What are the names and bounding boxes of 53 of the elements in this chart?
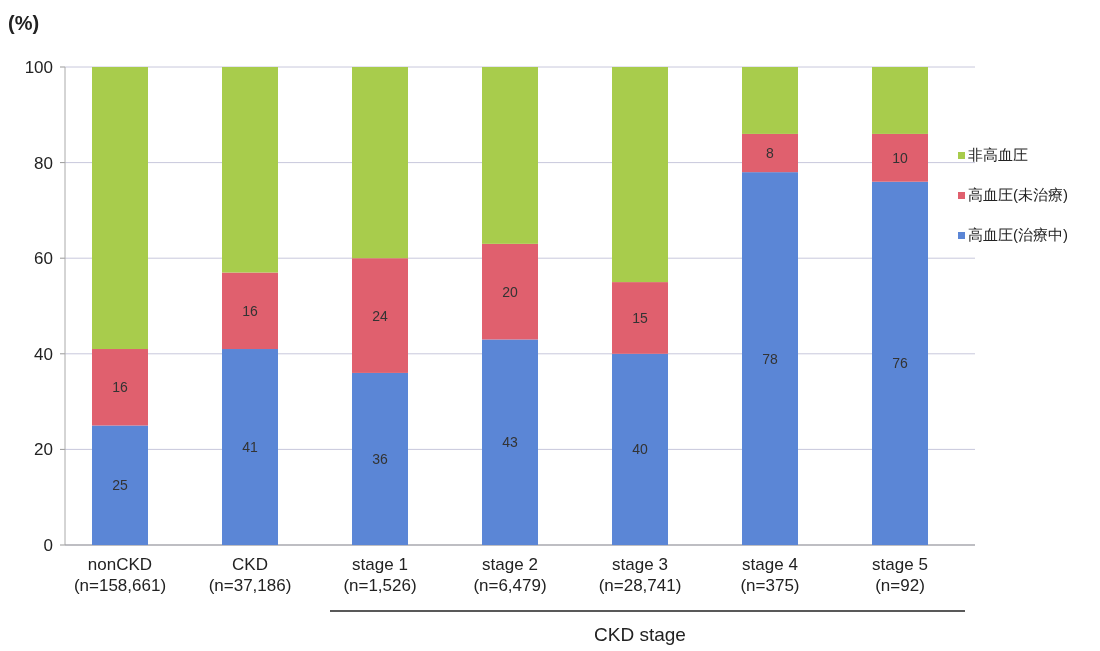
- bar: [352, 372, 408, 545]
- bar: [872, 133, 928, 182]
- bar: [482, 243, 538, 340]
- x-tick-label: CKD (n=37,186): [208, 555, 292, 595]
- bar: [612, 353, 668, 545]
- x-tick-label: stage 1 (n=1,526): [343, 555, 417, 595]
- y-tick-label: 40: [34, 344, 53, 364]
- bar: [482, 339, 538, 545]
- y-axis-title: (%): [8, 12, 40, 34]
- y-tick-label: 20: [34, 440, 53, 460]
- data-label: 24: [372, 307, 388, 324]
- bar: [742, 172, 798, 545]
- bar: [482, 67, 538, 244]
- y-tick-label: 0: [43, 536, 53, 555]
- data-label: 43: [502, 434, 518, 451]
- bar: [612, 282, 668, 354]
- legend-label: 非高血圧: [968, 146, 1028, 163]
- text: CKD stage: [594, 624, 686, 645]
- bar: [872, 181, 928, 545]
- data-label: 25: [112, 477, 128, 494]
- bar: [872, 67, 928, 134]
- data-label: 8: [766, 145, 775, 162]
- data-label: 20: [502, 283, 518, 300]
- data-label: 41: [242, 439, 258, 456]
- x-tick-label: stage 5 (n=92): [872, 555, 928, 595]
- data-label: 15: [632, 309, 648, 326]
- y-tick-label: 60: [34, 249, 53, 269]
- bar: [352, 258, 408, 373]
- x-tick-label: stage 3 (n=28,741): [598, 555, 682, 595]
- x-tick-label: stage 2 (n=6,479): [473, 555, 547, 595]
- bar: [222, 349, 278, 545]
- bar: [92, 425, 148, 545]
- data-label: 36: [372, 450, 388, 467]
- data-label: 78: [762, 350, 778, 367]
- legend-label: 高血圧(治療中): [968, 226, 1068, 243]
- data-label: 16: [242, 302, 258, 319]
- x-tick-label: stage 4 (n=375): [740, 555, 800, 595]
- bar: [92, 349, 148, 426]
- bar: [92, 67, 148, 350]
- bar: [612, 67, 668, 283]
- bar: [222, 67, 278, 273]
- data-label: 40: [632, 441, 648, 458]
- bar: [742, 67, 798, 134]
- data-label: 16: [112, 379, 128, 396]
- y-tick-label: 80: [34, 153, 53, 173]
- bar: [222, 272, 278, 350]
- data-label: 10: [892, 149, 908, 166]
- bar: [352, 67, 408, 259]
- data-label: 76: [892, 355, 908, 372]
- y-tick-label: 100: [24, 58, 53, 77]
- bar: [742, 133, 798, 173]
- legend-label: 高血圧(未治療): [968, 186, 1068, 203]
- x-tick-label: nonCKD (n=158,661): [73, 555, 167, 595]
